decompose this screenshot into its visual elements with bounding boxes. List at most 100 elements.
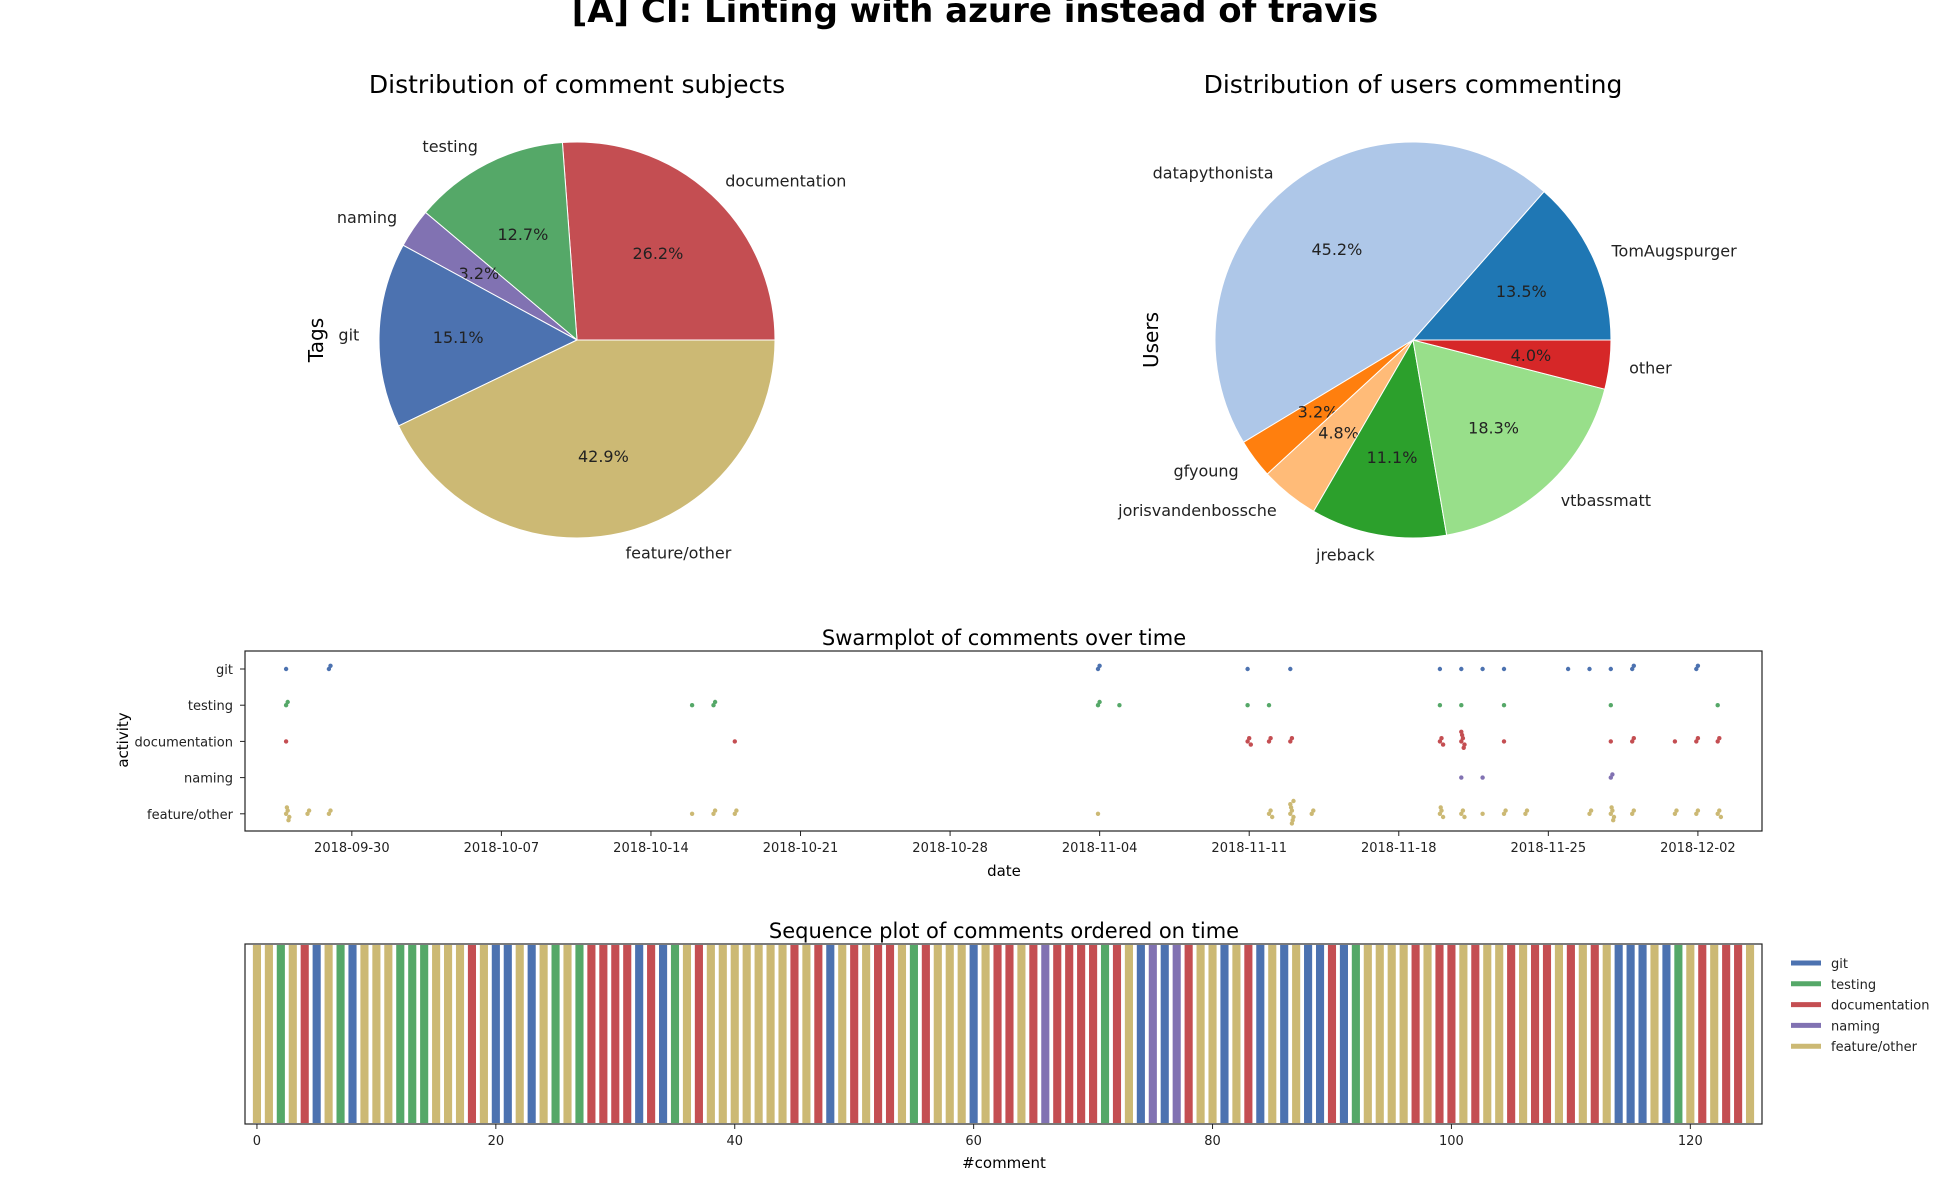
sequence-bar-feature-other xyxy=(1208,945,1217,1123)
sequence-bar-documentation xyxy=(1722,945,1731,1123)
sequence-bar-git xyxy=(1256,945,1265,1123)
swarm-point-git xyxy=(1480,666,1485,672)
sequence-bar-feature-other xyxy=(981,945,990,1123)
swarm-point-feature-other xyxy=(1524,808,1530,813)
sequence-bar-git xyxy=(1136,945,1145,1123)
pie-slice-other xyxy=(1412,339,1612,390)
sequence-bar-git xyxy=(1304,945,1313,1123)
swarm-point-feature-other xyxy=(1503,808,1508,813)
sequence-bar-documentation xyxy=(694,945,703,1123)
pie-label-naming: naming xyxy=(337,208,397,227)
swarm-point-feature-other xyxy=(284,805,290,810)
pie-slice-documentation xyxy=(561,141,776,341)
pie-1-ylabel: Tags xyxy=(304,318,328,363)
swarmplot-chart: Swarmplot of comments over time date act… xyxy=(114,626,1763,880)
swarm-point-testing xyxy=(285,699,290,705)
pie-pct-testing: 12.7% xyxy=(497,225,548,244)
sequence-bar-feature-other xyxy=(766,945,775,1123)
sequence-bar-feature-other xyxy=(742,945,751,1123)
swarm-y-tick-label: git xyxy=(216,663,233,678)
swarm-point-feature-other xyxy=(689,811,695,816)
swarm-point-documentation xyxy=(732,739,737,744)
swarm-point-feature-other xyxy=(1270,814,1275,820)
swarm-point-git xyxy=(1587,666,1592,672)
pie-slice-testing xyxy=(424,142,578,342)
pie-label-gfyoung: gfyoung xyxy=(1173,462,1238,481)
sequence-bar-testing xyxy=(551,945,560,1123)
sequence-bar-documentation xyxy=(814,945,823,1123)
swarm-point-feature-other xyxy=(1311,808,1316,813)
sequence-bar-git xyxy=(969,945,978,1123)
swarm-x-tick-label: 2018-11-18 xyxy=(1361,841,1437,856)
sequence-bar-feature-other xyxy=(1459,945,1468,1123)
sequence-bar-git xyxy=(1614,945,1623,1123)
sequence-bar-feature-other xyxy=(1554,945,1563,1123)
swarm-point-feature-other xyxy=(1611,818,1616,823)
sequence-bar-feature-other xyxy=(444,945,453,1123)
sequence-bar-feature-other xyxy=(1519,945,1528,1123)
sequence-bar-feature-other xyxy=(897,945,907,1123)
sequence-bar-documentation xyxy=(587,945,596,1123)
swarm-point-git xyxy=(1245,666,1250,672)
swarm-xlabel: date xyxy=(987,862,1021,880)
sequence-bar-feature-other xyxy=(1483,945,1492,1123)
sequence-bar-testing xyxy=(276,945,285,1123)
sequence-x-tick-label: 100 xyxy=(1439,1134,1464,1149)
sequence-bar-feature-other xyxy=(778,945,787,1123)
sequence-bar-git xyxy=(1315,945,1325,1123)
sequence-bar-documentation xyxy=(300,945,309,1123)
swarm-point-feature-other xyxy=(306,808,312,813)
swarm-x-tick-label: 2018-10-14 xyxy=(613,841,689,856)
sequence-bar-naming xyxy=(1172,945,1181,1123)
pie-2-ylabel: Users xyxy=(1139,312,1163,368)
swarm-point-feature-other xyxy=(1438,805,1443,810)
pie-label-vtbassmatt: vtbassmatt xyxy=(1561,491,1651,510)
swarm-point-feature-other xyxy=(286,818,291,823)
sequence-x-tick-label: 40 xyxy=(726,1134,743,1149)
sequence-bar-feature-other xyxy=(1124,945,1133,1123)
sequence-bar-feature-other xyxy=(1423,945,1432,1123)
sequence-bar-documentation xyxy=(1698,945,1707,1123)
sequence-bar-documentation xyxy=(1411,945,1420,1123)
swarm-point-documentation xyxy=(1608,739,1614,744)
swarm-point-documentation xyxy=(1248,742,1254,747)
sequence-bar-documentation xyxy=(599,945,608,1123)
sequence-bar-testing xyxy=(408,945,417,1123)
pie-slice-feature-other xyxy=(397,339,776,539)
sequence-bar-documentation xyxy=(850,945,859,1123)
sequence-bar-documentation xyxy=(790,945,799,1123)
sequence-bar-git xyxy=(1339,945,1348,1123)
swarm-point-feature-other xyxy=(1674,808,1679,813)
legend-label-testing: testing xyxy=(1831,978,1876,993)
sequence-bar-feature-other xyxy=(1602,945,1611,1123)
sequence-bar-testing xyxy=(1351,945,1360,1123)
pie-pct-documentation: 26.2% xyxy=(632,244,683,263)
swarm-x-tick-label: 2018-10-07 xyxy=(464,841,540,856)
sequence-bar-documentation xyxy=(1327,945,1337,1123)
swarm-point-git xyxy=(1695,663,1701,668)
pie-slice-datapythonista xyxy=(1214,141,1545,443)
sequence-bar-documentation xyxy=(1089,945,1098,1123)
pie-pct-feature-other: 42.9% xyxy=(578,447,629,466)
sequence-chart: Sequence plot of comments ordered on tim… xyxy=(244,919,1929,1172)
swarm-point-documentation xyxy=(1695,736,1701,741)
sequence-bar-git xyxy=(659,945,668,1123)
swarm-point-feature-other xyxy=(712,808,718,813)
swarm-point-naming xyxy=(1610,772,1615,777)
swarm-point-testing xyxy=(689,703,695,708)
figure-title: [A] CI: Linting with azure instead of tr… xyxy=(572,0,1379,31)
sequence-bar-feature-other xyxy=(1292,945,1301,1123)
swarm-point-git xyxy=(328,663,333,668)
swarm-x-tick-label: 2018-11-25 xyxy=(1511,841,1587,856)
swarm-point-testing xyxy=(1097,699,1102,705)
swarm-point-documentation xyxy=(1289,736,1295,741)
sequence-bar-feature-other xyxy=(957,945,966,1123)
sequence-bar-documentation xyxy=(1590,945,1599,1123)
sequence-bar-testing xyxy=(909,945,918,1123)
sequence-bar-git xyxy=(1220,945,1229,1123)
sequence-bar-testing xyxy=(670,945,680,1123)
swarm-point-documentation xyxy=(1717,736,1722,741)
pie-slice-git xyxy=(378,244,579,427)
sequence-bar-feature-other xyxy=(933,945,942,1123)
sequence-bar-feature-other xyxy=(706,945,715,1123)
